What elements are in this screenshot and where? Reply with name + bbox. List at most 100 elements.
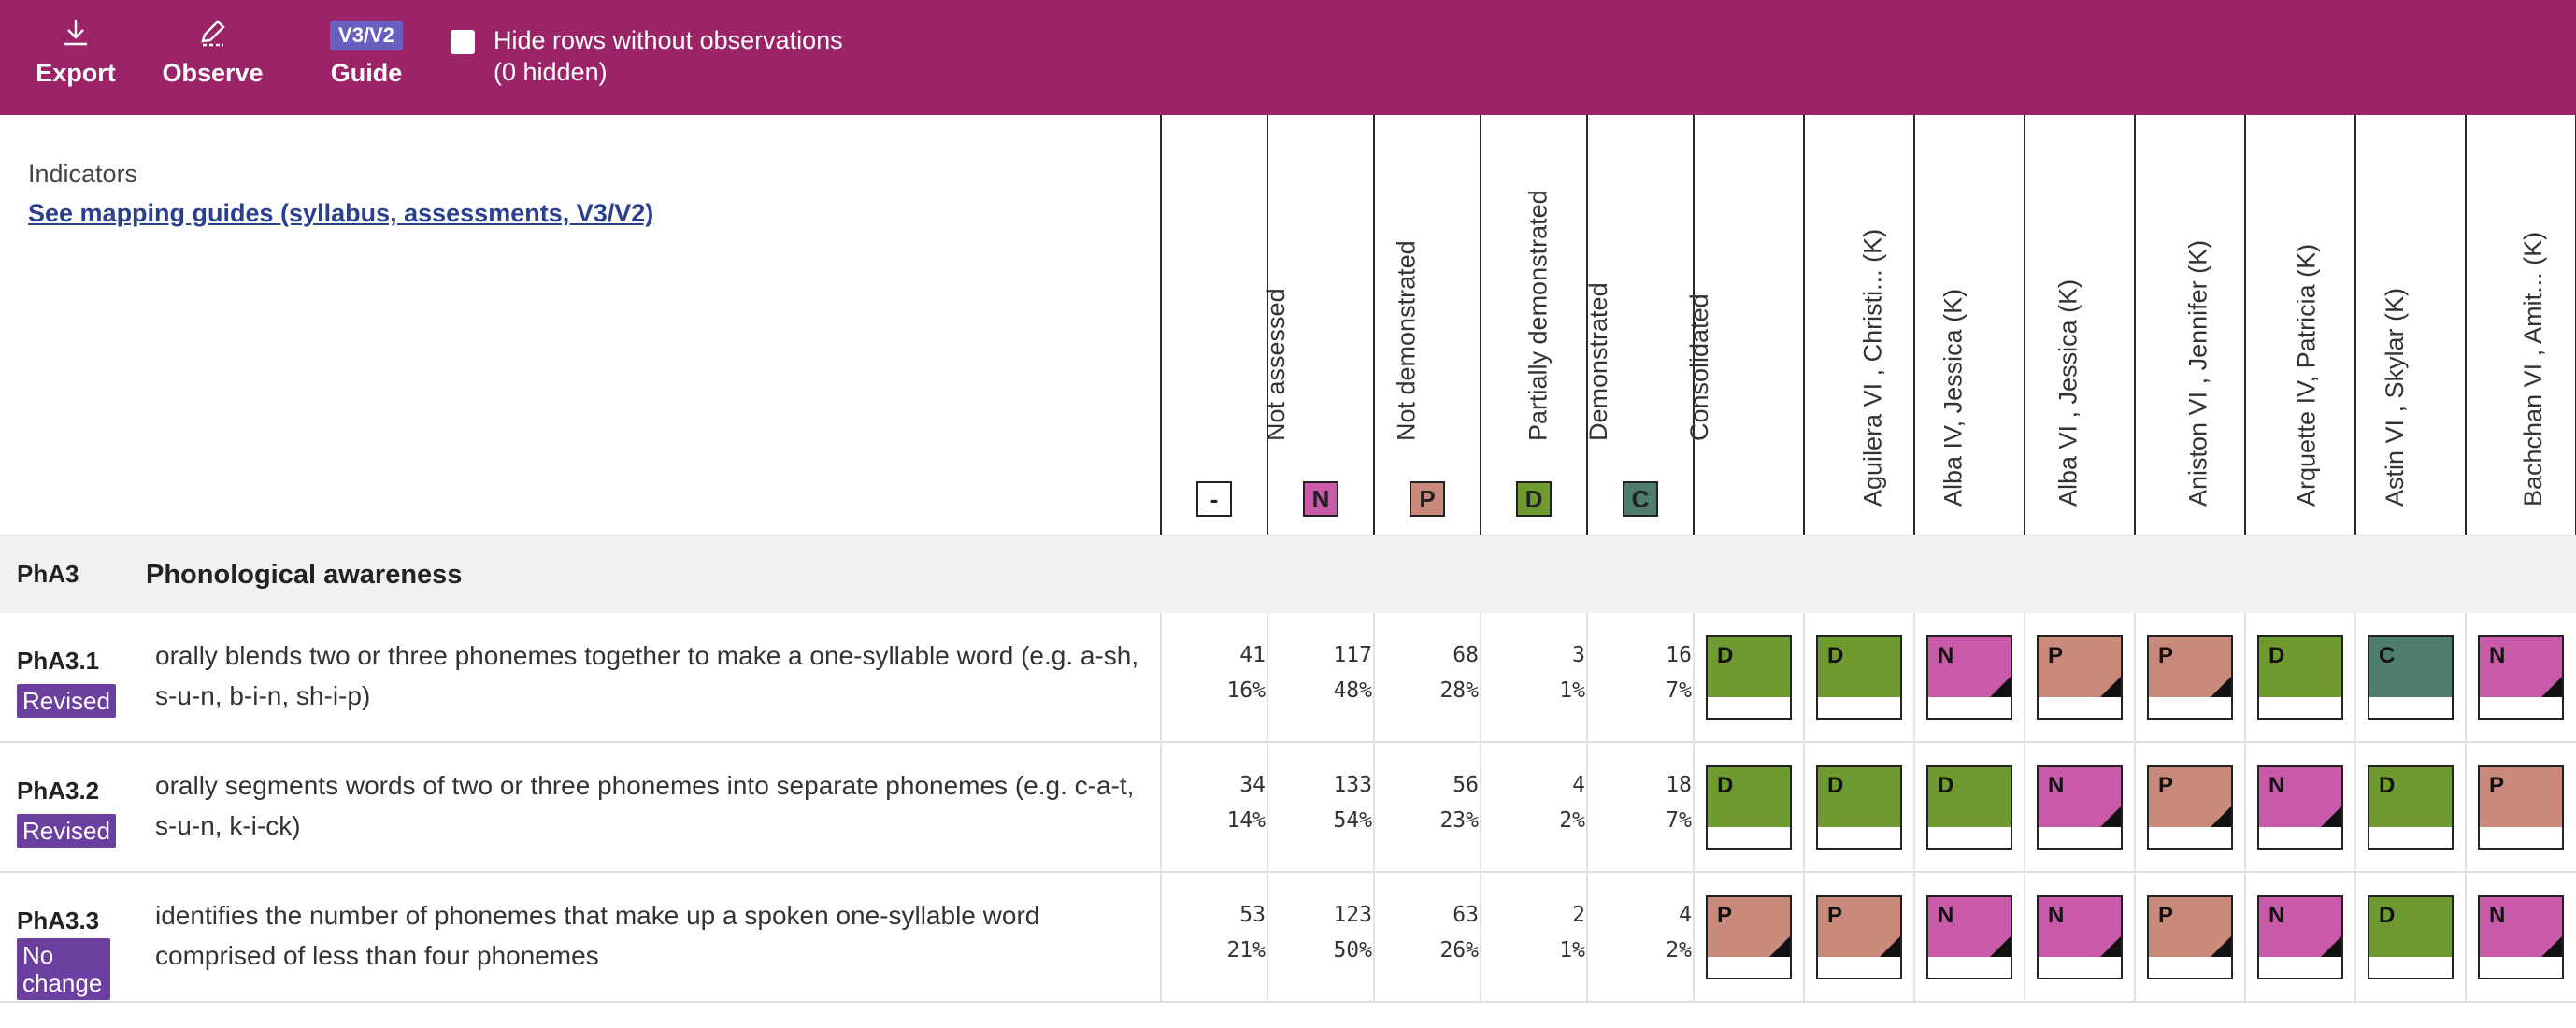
corner-marker-icon	[2100, 677, 2121, 697]
observe-button[interactable]: Observe	[154, 0, 271, 115]
observation-cell[interactable]: C	[2368, 635, 2454, 720]
level-count: 34 14%	[1161, 767, 1266, 838]
student-column-header[interactable]: Astin VI , Skylar (K)	[2245, 115, 2409, 535]
count-percent: 48%	[1333, 678, 1372, 703]
cell-divider	[1267, 613, 1268, 743]
student-column-header[interactable]: Bachchan VI , Amit... (K)	[2355, 115, 2547, 535]
count-percent: 7%	[1666, 678, 1692, 703]
cell-divider	[1803, 873, 1805, 1003]
observation-cell[interactable]: D	[1706, 765, 1792, 850]
observation-cell[interactable]: P	[2147, 765, 2233, 850]
level-column-C: Consolidated C	[1587, 115, 1713, 535]
observation-cell[interactable]: N	[2037, 895, 2123, 979]
cell-divider	[2134, 613, 2136, 743]
observation-cell[interactable]: P	[1816, 895, 1902, 979]
cell-divider	[1803, 613, 1805, 743]
count-percent: 2%	[1666, 938, 1692, 963]
student-column-header[interactable]: Arquette IV, Patricia (K)	[2135, 115, 2321, 535]
cell-divider	[2244, 873, 2246, 1003]
cell-divider	[1480, 613, 1481, 743]
cell-divider	[2244, 613, 2246, 743]
count-value: 68	[1453, 643, 1479, 667]
indicator-description: orally blends two or three phonemes toge…	[155, 641, 1139, 710]
guide-button[interactable]: V3/V2 Guide	[314, 0, 419, 115]
observation-cell[interactable]: P	[1706, 895, 1792, 979]
observation-cell[interactable]: N	[1926, 635, 2012, 720]
hide-rows-label[interactable]: Hide rows without observations (0 hidden…	[494, 26, 843, 86]
count-value: 4	[1679, 903, 1692, 927]
level-legend-box: C	[1623, 481, 1658, 517]
mapping-guides-link[interactable]: See mapping guides (syllabus, assessment…	[28, 199, 654, 227]
column-divider	[2465, 115, 2467, 535]
observation-cell[interactable]: P	[2478, 765, 2564, 850]
level-count: 16 7%	[1587, 637, 1692, 708]
student-column-header[interactable]: Alba IV, Jessica (K)	[1804, 115, 1968, 535]
level-count: 4 2%	[1587, 897, 1692, 968]
count-value: 4	[1572, 773, 1585, 797]
indicator-code: PhA3.3	[17, 907, 100, 935]
student-column-header[interactable]: Alba VI , Jessica (K)	[1914, 115, 2082, 535]
count-percent: 54%	[1333, 808, 1372, 833]
level-legend-box: D	[1516, 481, 1552, 517]
observation-level: N	[1938, 643, 1954, 668]
observation-cell[interactable]: P	[2147, 895, 2233, 979]
observation-cell[interactable]: P	[2037, 635, 2123, 720]
level-count: 2 1%	[1481, 897, 1585, 968]
indicator-description: orally segments words of two or three ph…	[155, 771, 1135, 840]
observation-level-fill: N	[2480, 637, 2562, 697]
level-legend-box: P	[1410, 481, 1445, 517]
student-column-header[interactable]: Beck IV, Glenn (K)	[2466, 115, 2576, 535]
corner-marker-icon	[2211, 807, 2231, 827]
observation-cell[interactable]: P	[2147, 635, 2233, 720]
observation-cell[interactable]: D	[1816, 635, 1902, 720]
observation-cell[interactable]: D	[1926, 765, 2012, 850]
level-count: 68 28%	[1374, 637, 1479, 708]
section-code: PhA3	[17, 560, 79, 588]
cell-divider	[1913, 613, 1915, 743]
observation-cell[interactable]: D	[1706, 635, 1792, 720]
table-header: Indicators See mapping guides (syllabus,…	[0, 115, 2576, 535]
count-value: 3	[1572, 643, 1585, 667]
observation-cell[interactable]: D	[2368, 765, 2454, 850]
hide-rows-checkbox[interactable]	[451, 30, 475, 54]
cell-divider	[2024, 613, 2025, 743]
observation-cell[interactable]: N	[2478, 635, 2564, 720]
level-column-D: Demonstrated D	[1481, 115, 1612, 535]
level-count: 53 21%	[1161, 897, 1266, 968]
observation-level: P	[2489, 773, 2505, 798]
cell-divider	[1586, 743, 1588, 873]
observation-level-fill: P	[2039, 637, 2121, 697]
column-divider	[1267, 115, 1268, 535]
observation-cell[interactable]: N	[1926, 895, 2012, 979]
observation-cell[interactable]: D	[1816, 765, 1902, 850]
observation-cell[interactable]: D	[2257, 635, 2343, 720]
indicator-row: PhA3.1 Revised orally blends two or three …	[0, 613, 2576, 743]
level-count: 123 50%	[1267, 897, 1372, 968]
cell-divider	[1803, 743, 1805, 873]
observation-cell[interactable]: N	[2037, 765, 2123, 850]
student-column-header[interactable]: Aniston VI , Jennifer (K)	[2025, 115, 2212, 535]
count-value: 53	[1239, 903, 1266, 927]
student-column-header[interactable]: Aguilera VI , Christi... (K)	[1694, 115, 1887, 535]
observation-level: C	[2379, 643, 2396, 668]
observation-level: D	[1827, 643, 1844, 668]
observation-cell[interactable]: N	[2478, 895, 2564, 979]
cell-divider	[1160, 613, 1162, 743]
count-value: 16	[1666, 643, 1692, 667]
count-value: 63	[1453, 903, 1479, 927]
column-divider	[1480, 115, 1481, 535]
count-value: 123	[1333, 903, 1372, 927]
cell-divider	[2465, 873, 2467, 1003]
guide-label: Guide	[330, 59, 403, 87]
observation-cell[interactable]: N	[2257, 765, 2343, 850]
observation-level-fill: D	[1818, 767, 1900, 827]
export-button[interactable]: Export	[21, 0, 131, 115]
cell-divider	[1693, 613, 1695, 743]
observation-cell[interactable]: D	[2368, 895, 2454, 979]
observation-cell[interactable]: N	[2257, 895, 2343, 979]
change-badge: No change	[17, 938, 110, 1000]
observation-level: D	[2379, 903, 2396, 928]
observation-level: N	[2048, 773, 2065, 798]
column-divider	[1693, 115, 1695, 535]
corner-marker-icon	[2321, 807, 2341, 827]
